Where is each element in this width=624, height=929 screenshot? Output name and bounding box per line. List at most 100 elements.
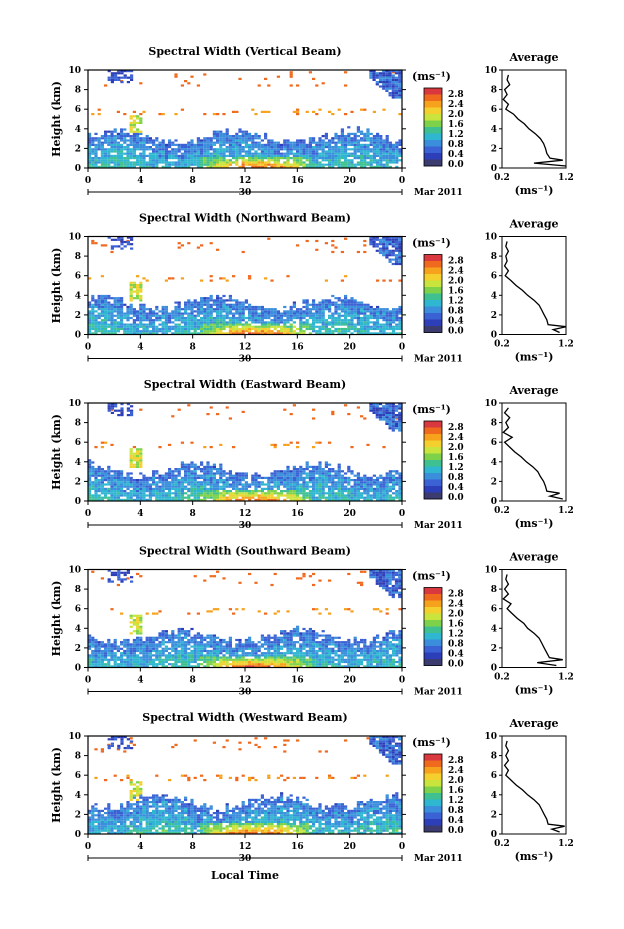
- heatmap-cell: [238, 316, 242, 320]
- heatmap-cell: [136, 286, 140, 289]
- heatmap-cell: [126, 643, 130, 646]
- heatmap-cell: [328, 481, 332, 484]
- heatmap-cell: [328, 494, 332, 497]
- heatmap-cell: [100, 152, 104, 155]
- heatmap-cell: [104, 137, 108, 140]
- heatmap-cell: [289, 487, 293, 490]
- heatmap-cell: [372, 327, 376, 331]
- heatmap-cell: [126, 152, 130, 155]
- heatmap-cell: [378, 403, 383, 406]
- heatmap-cell: [110, 247, 114, 250]
- heatmap-cell: [206, 468, 210, 471]
- heatmap-cell: [132, 124, 136, 127]
- heatmap-cell: [129, 479, 133, 482]
- heatmap-cell: [126, 479, 130, 482]
- heatmap-cell: [120, 319, 124, 322]
- heatmap-cell: [225, 496, 229, 499]
- heatmap-cell: [107, 483, 111, 486]
- heatmap-cell: [110, 305, 114, 309]
- heatmap-cell: [145, 137, 149, 140]
- heatmap-cell: [114, 76, 118, 79]
- heatmap-cell: [356, 330, 360, 333]
- heatmap-cell: [328, 479, 332, 482]
- heatmap-cell: [232, 327, 236, 331]
- heatmap-cell: [312, 492, 316, 495]
- heatmap-cell: [100, 485, 104, 488]
- heatmap-cell: [324, 135, 328, 138]
- heatmap-cell: [206, 463, 210, 466]
- heatmap-cell: [228, 492, 232, 495]
- heatmap-cell: [366, 479, 370, 482]
- heatmap-cell: [190, 159, 194, 162]
- heatmap-cell: [363, 319, 367, 322]
- heatmap-cell: [180, 498, 184, 501]
- heatmap-cell: [391, 249, 395, 252]
- heatmap-cell: [347, 487, 351, 490]
- heatmap-cell: [344, 319, 348, 322]
- heatmap-cell: [376, 163, 380, 166]
- heatmap-cell: [174, 113, 178, 116]
- heatmap-cell: [350, 332, 354, 335]
- heatmap-cell: [196, 496, 200, 499]
- heatmap-cell: [391, 76, 395, 79]
- heatmap-cell: [344, 137, 348, 140]
- heatmap-cell: [392, 71, 396, 74]
- heatmap-cell: [155, 476, 159, 479]
- heatmap-cell: [184, 165, 188, 168]
- heatmap-cell: [196, 474, 200, 477]
- heatmap-cell: [216, 130, 220, 133]
- heatmap-cell: [104, 330, 108, 333]
- heatmap-cell: [267, 323, 271, 326]
- heatmap-cell: [398, 429, 402, 432]
- heatmap-cell: [331, 163, 335, 166]
- heatmap-cell: [276, 163, 280, 166]
- heatmap-cell: [388, 159, 392, 162]
- heatmap-cell: [120, 152, 124, 155]
- heatmap-cell: [315, 481, 319, 484]
- heatmap-cell: [248, 316, 252, 320]
- heatmap-cell: [116, 132, 120, 135]
- heatmap-cell: [155, 148, 159, 151]
- heatmap-cell: [347, 303, 351, 306]
- heatmap-cell: [340, 303, 344, 306]
- heatmap-cell: [260, 310, 264, 313]
- heatmap-cell: [308, 472, 312, 475]
- heatmap-cell: [212, 154, 216, 157]
- heatmap-cell: [296, 485, 300, 488]
- heatmap-cell: [318, 485, 322, 488]
- heatmap-cell: [264, 135, 268, 138]
- heatmap-cell: [193, 150, 197, 153]
- heatmap-cell: [123, 494, 127, 497]
- heatmap-cell: [171, 277, 175, 280]
- heatmap-cell: [219, 152, 223, 155]
- heatmap-cell: [161, 321, 165, 324]
- heatmap-cell: [312, 159, 316, 162]
- heatmap-cell: [190, 485, 194, 488]
- heatmap-cell: [363, 154, 367, 157]
- heatmap-cell: [366, 483, 370, 486]
- heatmap-cell: [225, 476, 229, 479]
- heatmap-cell: [376, 485, 380, 488]
- heatmap-cell: [251, 483, 255, 486]
- heatmap-cell: [283, 483, 287, 486]
- heatmap-cell: [120, 485, 124, 488]
- heatmap-cell: [280, 470, 284, 473]
- heatmap-cell: [136, 632, 140, 635]
- heatmap-cell: [391, 74, 395, 77]
- heatmap-cell: [251, 332, 255, 335]
- heatmap-cell: [100, 660, 104, 664]
- heatmap-cell: [148, 141, 152, 144]
- heatmap-cell: [203, 312, 207, 315]
- heatmap-cell: [324, 305, 328, 309]
- heatmap-cell: [206, 310, 210, 313]
- heatmap-cell: [302, 485, 306, 488]
- heatmap-cell: [126, 487, 130, 490]
- heatmap-cell: [318, 330, 322, 333]
- heatmap-cell: [296, 327, 300, 331]
- heatmap-cell: [94, 645, 98, 648]
- heatmap-cell: [238, 154, 242, 157]
- heatmap-cell: [219, 312, 223, 315]
- heatmap-cell: [228, 485, 232, 488]
- heatmap-cell: [107, 479, 111, 482]
- heatmap-cell: [273, 312, 277, 315]
